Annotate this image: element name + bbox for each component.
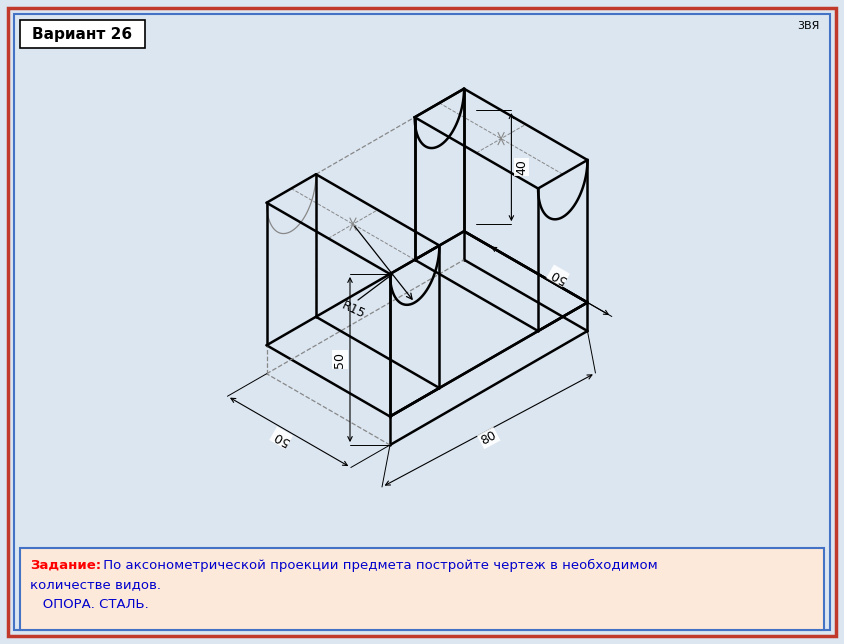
Text: количестве видов.: количестве видов. <box>30 578 161 591</box>
Text: 80: 80 <box>479 428 499 448</box>
Text: 40: 40 <box>515 159 528 175</box>
Text: 3ВЯ: 3ВЯ <box>798 21 820 31</box>
Text: 50: 50 <box>271 428 291 448</box>
Text: По аксонометрической проекции предмета постройте чертеж в необходимом: По аксонометрической проекции предмета п… <box>99 558 657 571</box>
Text: Вариант 26: Вариант 26 <box>32 26 132 41</box>
Text: R15: R15 <box>340 299 368 321</box>
Text: Задание:: Задание: <box>30 558 101 571</box>
Text: ОПОРА. СТАЛЬ.: ОПОРА. СТАЛЬ. <box>30 598 149 612</box>
Text: 50: 50 <box>548 266 568 285</box>
Bar <box>20 548 824 630</box>
Text: 50: 50 <box>333 352 347 368</box>
Bar <box>20 20 145 48</box>
